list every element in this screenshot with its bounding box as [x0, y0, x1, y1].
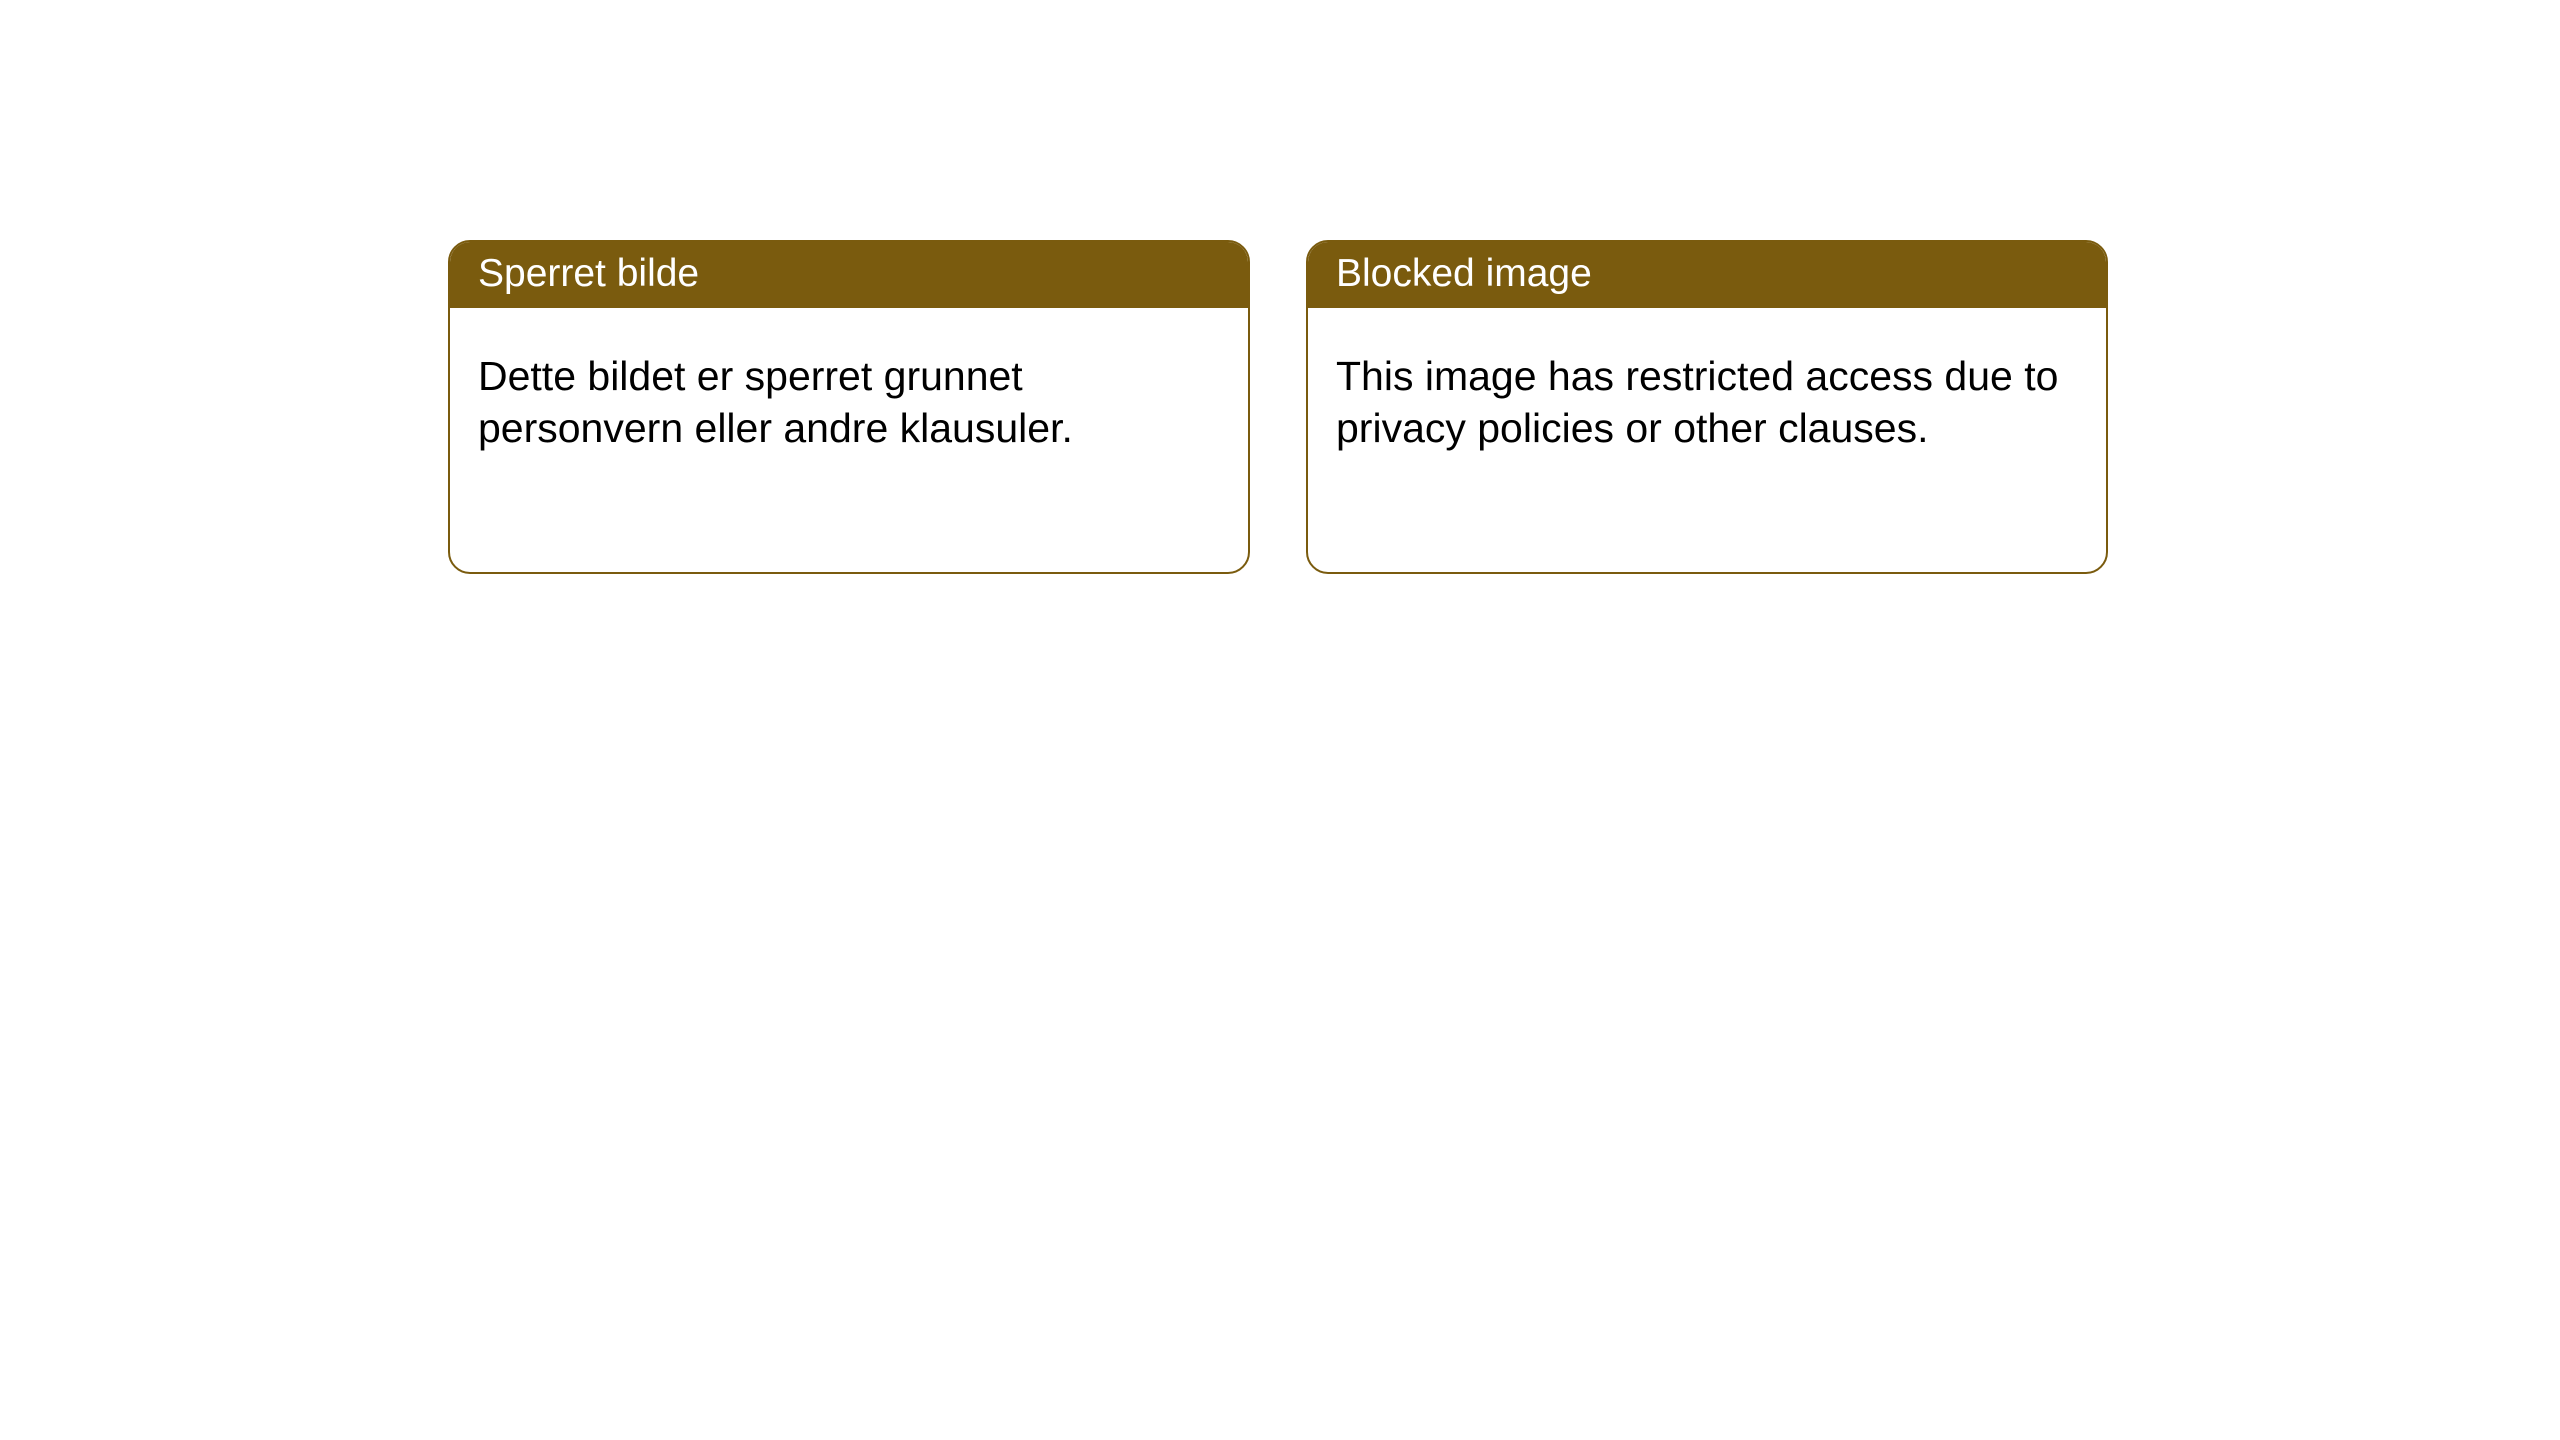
card-header: Sperret bilde: [450, 242, 1248, 308]
cards-container: Sperret bilde Dette bildet er sperret gr…: [0, 0, 2560, 574]
notice-card-english: Blocked image This image has restricted …: [1306, 240, 2108, 574]
card-header: Blocked image: [1308, 242, 2106, 308]
notice-card-norwegian: Sperret bilde Dette bildet er sperret gr…: [448, 240, 1250, 574]
card-body: Dette bildet er sperret grunnet personve…: [450, 308, 1248, 483]
card-body: This image has restricted access due to …: [1308, 308, 2106, 483]
